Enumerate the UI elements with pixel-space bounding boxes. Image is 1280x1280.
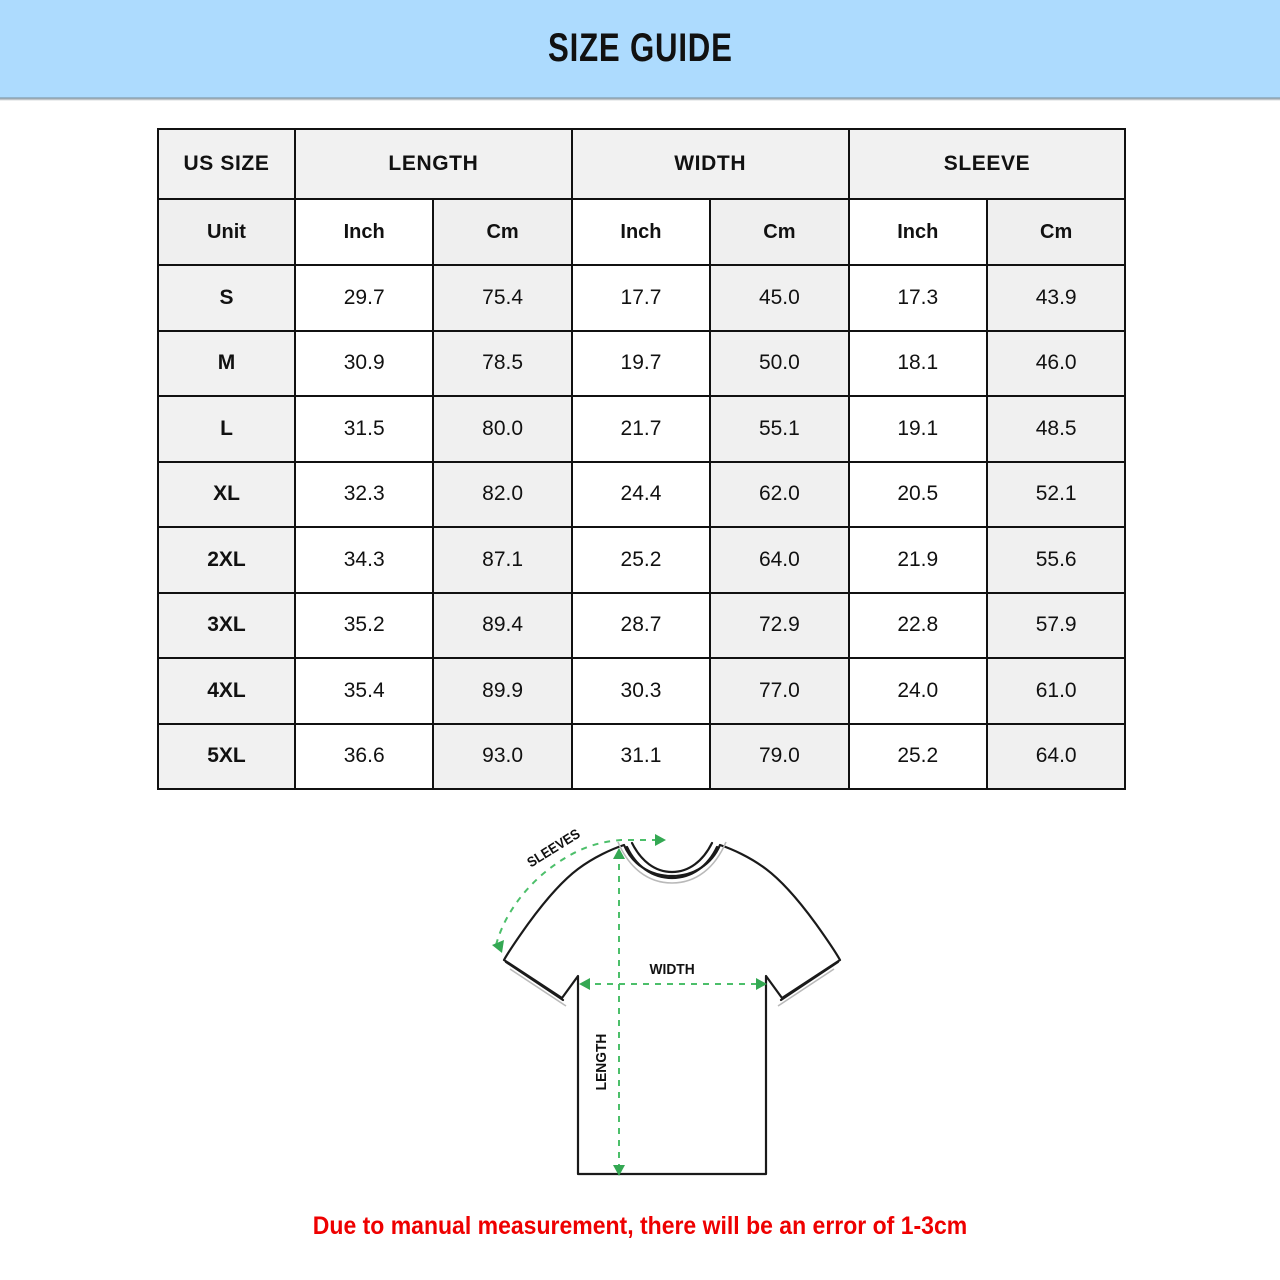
header-width: WIDTH: [570, 128, 850, 200]
table-row: 5XL 36.6 93.0 31.1 79.0 25.2 64.0: [157, 722, 1127, 790]
cell-length-cm: 78.5: [432, 329, 573, 397]
cell-length-cm: 93.0: [432, 722, 573, 790]
header-divider: [0, 97, 1280, 101]
cell-width-cm: 62.0: [709, 460, 850, 528]
cell-width-in: 31.1: [570, 722, 712, 790]
table-row: 3XL 35.2 89.4 28.7 72.9 22.8 57.9: [157, 591, 1127, 659]
cell-length-cm: 82.0: [432, 460, 573, 528]
cell-width-in: 25.2: [570, 526, 712, 594]
cell-width-cm: 50.0: [709, 329, 850, 397]
size-label-cell: S: [157, 264, 296, 332]
size-label-cell: 4XL: [157, 657, 296, 725]
cell-length-in: 35.2: [293, 591, 435, 659]
measurement-disclaimer: Due to manual measurement, there will be…: [312, 1212, 968, 1240]
table-group-header-row: US SIZE LENGTH WIDTH SLEEVE: [157, 128, 1127, 200]
size-label-cell: 5XL: [157, 722, 296, 790]
cell-width-in: 24.4: [570, 460, 712, 528]
cell-sleeve-in: 19.1: [847, 395, 988, 463]
cell-width-cm: 45.0: [709, 264, 850, 332]
cell-sleeve-in: 17.3: [847, 264, 988, 332]
size-chart-table: US SIZE LENGTH WIDTH SLEEVE Unit Inch Cm…: [157, 128, 1127, 790]
cell-length-in: 29.7: [293, 264, 435, 332]
cell-width-in: 17.7: [570, 264, 712, 332]
table-row: L 31.5 80.0 21.7 55.1 19.1 48.5: [157, 395, 1127, 463]
size-label-cell: 3XL: [157, 591, 296, 659]
cell-length-in: 35.4: [293, 657, 435, 725]
table-row: S 29.7 75.4 17.7 45.0 17.3 43.9: [157, 264, 1127, 332]
cell-length-cm: 75.4: [432, 264, 573, 332]
cell-sleeve-cm: 64.0: [985, 722, 1127, 790]
cell-sleeve-cm: 57.9: [985, 591, 1127, 659]
size-label-cell: XL: [157, 460, 296, 528]
table-row: XL 32.3 82.0 24.4 62.0 20.5 52.1: [157, 460, 1127, 528]
header-length-cm: Cm: [432, 198, 573, 266]
cell-sleeve-cm: 48.5: [985, 395, 1127, 463]
cell-sleeve-cm: 55.6: [985, 526, 1127, 594]
cell-sleeve-in: 25.2: [847, 722, 988, 790]
size-label-cell: M: [157, 329, 296, 397]
cell-sleeve-cm: 43.9: [985, 264, 1127, 332]
header-us-size: US SIZE: [157, 128, 296, 200]
cell-width-cm: 55.1: [709, 395, 850, 463]
length-label: LENGTH: [594, 1034, 611, 1091]
cell-length-cm: 87.1: [432, 526, 573, 594]
cell-length-in: 31.5: [293, 395, 435, 463]
cell-width-cm: 79.0: [709, 722, 850, 790]
cell-sleeve-in: 21.9: [847, 526, 988, 594]
tshirt-outline-icon: [502, 841, 842, 1176]
cell-length-cm: 89.4: [432, 591, 573, 659]
cell-width-in: 19.7: [570, 329, 712, 397]
cell-sleeve-in: 24.0: [847, 657, 988, 725]
cell-width-cm: 77.0: [709, 657, 850, 725]
header-width-inch: Inch: [570, 198, 712, 266]
table-unit-header-row: Unit Inch Cm Inch Cm Inch Cm: [157, 198, 1127, 266]
cell-sleeve-in: 22.8: [847, 591, 988, 659]
cell-sleeve-cm: 52.1: [985, 460, 1127, 528]
table-row: 2XL 34.3 87.1 25.2 64.0 21.9 55.6: [157, 526, 1127, 594]
header-length: LENGTH: [294, 128, 573, 200]
width-label: WIDTH: [649, 962, 694, 979]
cell-width-in: 30.3: [570, 657, 712, 725]
size-label-cell: 2XL: [157, 526, 296, 594]
cell-width-cm: 64.0: [709, 526, 850, 594]
cell-length-in: 36.6: [293, 722, 435, 790]
cell-length-cm: 80.0: [432, 395, 573, 463]
cell-sleeve-cm: 46.0: [985, 329, 1127, 397]
tshirt-measurement-diagram: WIDTH LENGTH SLEEVES: [466, 812, 876, 1208]
size-table-body: S 29.7 75.4 17.7 45.0 17.3 43.9 M 30.9 78.5 19.7 50…: [157, 264, 1127, 790]
cell-length-cm: 89.9: [432, 657, 573, 725]
header-length-inch: Inch: [293, 198, 435, 266]
header-unit: Unit: [157, 198, 296, 266]
page-title: SIZE GUIDE: [547, 26, 733, 70]
sleeves-label: SLEEVES: [524, 826, 583, 871]
cell-width-cm: 72.9: [709, 591, 850, 659]
header-band: SIZE GUIDE: [0, 0, 1280, 97]
size-label-cell: L: [157, 395, 296, 463]
size-table-container: US SIZE LENGTH WIDTH SLEEVE Unit Inch Cm…: [157, 128, 1127, 790]
guide-arrowheads: [492, 834, 767, 1176]
header-sleeve-cm: Cm: [985, 198, 1127, 266]
cell-sleeve-in: 18.1: [847, 329, 988, 397]
sleeve-guide-line: [495, 839, 662, 946]
cell-width-in: 21.7: [570, 395, 712, 463]
table-row: 4XL 35.4 89.9 30.3 77.0 24.0 61.0: [157, 657, 1127, 725]
table-row: M 30.9 78.5 19.7 50.0 18.1 46.0: [157, 329, 1127, 397]
header-width-cm: Cm: [709, 198, 850, 266]
cell-length-in: 32.3: [293, 460, 435, 528]
cell-length-in: 34.3: [293, 526, 435, 594]
cell-sleeve-in: 20.5: [847, 460, 988, 528]
header-sleeve: SLEEVE: [847, 128, 1127, 200]
header-sleeve-inch: Inch: [847, 198, 988, 266]
cell-length-in: 30.9: [293, 329, 435, 397]
cell-sleeve-cm: 61.0: [985, 657, 1127, 725]
cell-width-in: 28.7: [570, 591, 712, 659]
